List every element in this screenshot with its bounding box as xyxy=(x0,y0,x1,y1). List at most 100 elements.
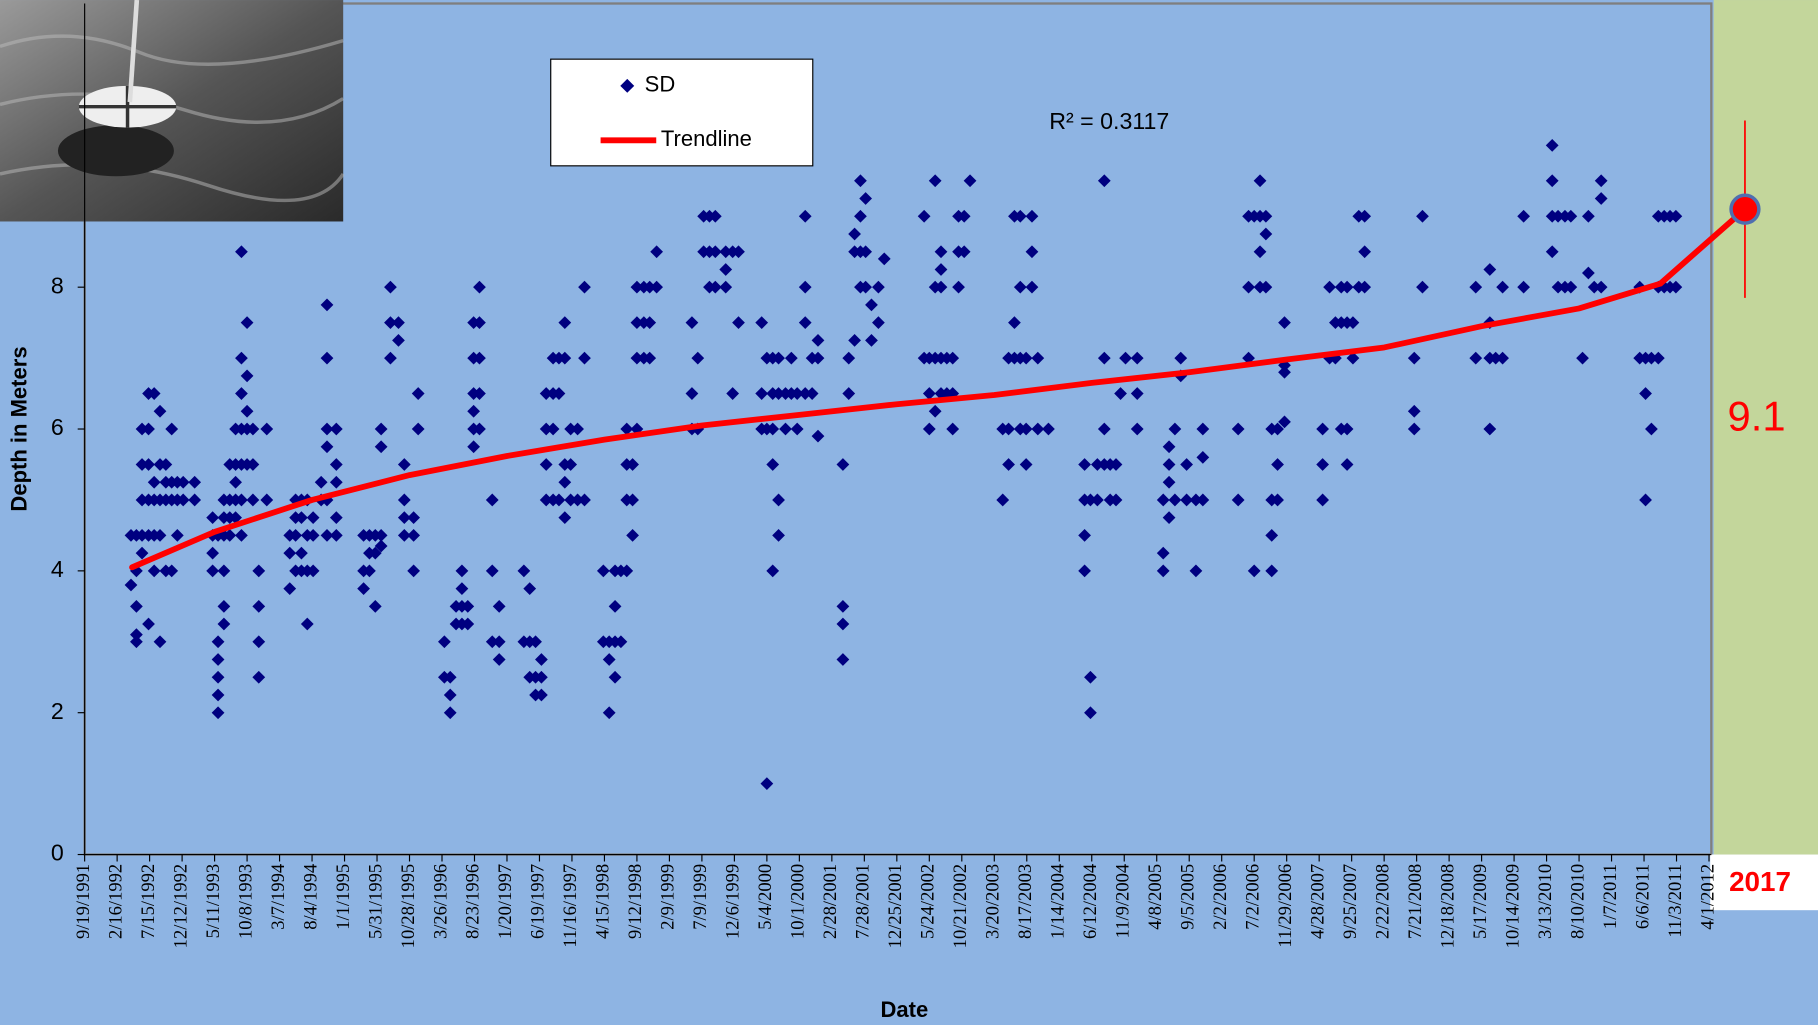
data-point xyxy=(836,617,850,631)
data-point xyxy=(1242,280,1255,294)
data-point xyxy=(211,670,225,684)
data-point xyxy=(211,688,225,702)
data-point xyxy=(229,475,242,489)
data-point xyxy=(790,387,804,400)
data-point xyxy=(306,529,320,542)
data-point xyxy=(1639,387,1652,400)
data-point xyxy=(602,653,616,666)
data-point xyxy=(329,475,343,489)
data-point xyxy=(235,493,248,507)
data-point xyxy=(630,351,644,365)
data-point xyxy=(1189,493,1203,507)
data-point xyxy=(438,635,451,649)
data-point xyxy=(1545,138,1559,152)
data-point xyxy=(917,209,931,223)
data-point xyxy=(1162,475,1176,489)
data-point xyxy=(467,404,480,418)
x-tick-label: 11/29/2006 xyxy=(1275,864,1296,948)
data-point xyxy=(1109,493,1123,507)
data-point xyxy=(578,351,591,365)
x-tick-label: 7/2/2006 xyxy=(1242,864,1263,930)
data-point xyxy=(1594,280,1608,294)
data-point xyxy=(384,351,397,365)
data-point xyxy=(329,511,343,525)
data-point xyxy=(1196,422,1210,436)
x-tick-label: 6/6/2011 xyxy=(1632,864,1653,929)
data-point xyxy=(240,369,254,383)
data-point xyxy=(790,422,804,436)
x-tick-label: 9/25/2007 xyxy=(1340,864,1361,939)
data-point xyxy=(596,564,610,578)
x-tick-label: 10/21/2002 xyxy=(950,864,971,949)
data-point xyxy=(407,529,421,542)
data-point xyxy=(1271,493,1284,507)
r-squared: R² = 0.3117 xyxy=(1049,108,1169,134)
y-tick-label: 0 xyxy=(51,840,64,866)
data-point xyxy=(1594,192,1608,205)
data-point xyxy=(1231,422,1245,436)
data-point xyxy=(473,316,486,330)
data-point xyxy=(1669,280,1683,294)
data-point xyxy=(772,351,785,365)
x-tick-label: 11/16/1997 xyxy=(560,864,581,948)
data-point xyxy=(1231,493,1245,507)
data-point xyxy=(708,209,722,223)
data-point xyxy=(928,174,942,188)
data-point xyxy=(952,280,965,294)
inset-label: 2017 xyxy=(1729,866,1791,897)
data-point xyxy=(485,493,499,507)
data-point xyxy=(1323,280,1336,294)
data-point xyxy=(211,635,225,649)
data-point xyxy=(397,511,411,525)
data-point xyxy=(240,404,254,418)
data-point xyxy=(455,564,469,578)
data-point xyxy=(329,422,343,436)
x-tick-label: 4/28/2007 xyxy=(1307,864,1328,939)
data-point xyxy=(135,529,149,542)
data-point xyxy=(1078,529,1091,542)
data-point xyxy=(147,564,161,578)
data-point xyxy=(708,280,722,294)
x-tick-label: 7/9/1999 xyxy=(690,864,711,930)
trend-connector xyxy=(1657,206,1748,287)
data-point xyxy=(492,635,506,649)
data-point xyxy=(608,599,622,613)
data-point xyxy=(1669,209,1683,223)
data-point xyxy=(772,529,785,542)
data-point xyxy=(374,422,388,436)
data-point xyxy=(1346,351,1360,365)
data-point xyxy=(1551,209,1565,223)
data-point xyxy=(1265,564,1279,578)
data-point xyxy=(1316,493,1330,507)
data-point xyxy=(1168,422,1182,436)
data-point xyxy=(443,706,457,720)
data-point xyxy=(1156,564,1170,578)
data-point xyxy=(147,387,161,400)
data-point xyxy=(726,387,740,400)
data-point xyxy=(1340,422,1354,436)
x-tick-label: 3/7/1994 xyxy=(268,864,289,930)
data-point xyxy=(608,670,622,684)
data-point xyxy=(217,564,231,578)
data-point xyxy=(229,511,242,525)
data-point xyxy=(836,599,850,613)
data-point xyxy=(443,670,457,684)
data-point xyxy=(836,653,850,666)
x-tick-label: 2/9/1999 xyxy=(658,864,679,930)
data-point xyxy=(602,706,616,720)
x-tick-label: 5/31/1995 xyxy=(365,864,386,939)
data-point xyxy=(217,617,231,631)
x-tick-label: 9/19/1991 xyxy=(73,864,94,939)
data-point xyxy=(397,493,411,507)
data-point xyxy=(564,422,578,436)
data-point xyxy=(1247,564,1261,578)
y-tick-label: 6 xyxy=(51,414,64,440)
data-point xyxy=(1196,451,1210,464)
data-point xyxy=(578,493,591,507)
x-tick-label: 6/19/1997 xyxy=(528,864,549,939)
data-point xyxy=(492,599,506,613)
x-tick-label: 4/8/2005 xyxy=(1145,864,1166,930)
data-point xyxy=(240,316,254,330)
x-tick-label: 7/28/2001 xyxy=(853,864,874,939)
data-point xyxy=(1196,493,1210,507)
